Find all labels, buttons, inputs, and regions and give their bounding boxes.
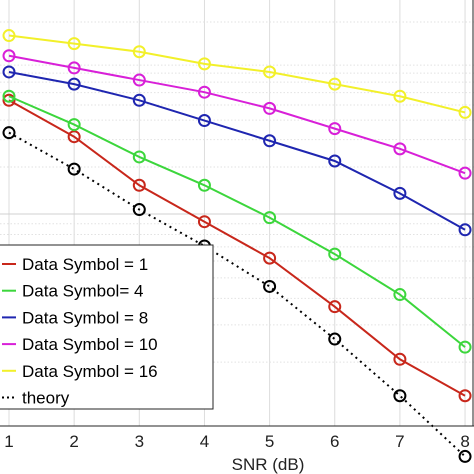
series-2 bbox=[2, 89, 472, 354]
data-point bbox=[67, 162, 81, 176]
x-tick-label: 6 bbox=[330, 432, 339, 451]
legend-entry: theory bbox=[2, 389, 70, 408]
data-point bbox=[132, 178, 146, 192]
data-point bbox=[458, 449, 472, 463]
data-point bbox=[132, 150, 146, 164]
x-tick-label: 2 bbox=[69, 432, 78, 451]
legend-entry: Data Symbol= 4 bbox=[2, 282, 143, 301]
data-point bbox=[67, 77, 81, 91]
data-point bbox=[328, 332, 342, 346]
data-point bbox=[263, 134, 277, 148]
data-point bbox=[197, 215, 211, 229]
legend-box bbox=[0, 244, 214, 410]
series-line bbox=[8, 95, 466, 348]
data-point bbox=[197, 114, 211, 128]
data-point bbox=[263, 211, 277, 225]
data-point bbox=[197, 85, 211, 99]
data-point bbox=[458, 389, 472, 403]
data-point bbox=[67, 130, 81, 144]
data-point bbox=[458, 166, 472, 180]
series-line bbox=[8, 99, 466, 397]
data-point bbox=[328, 122, 342, 136]
legend-label: Data Symbol = 10 bbox=[22, 335, 158, 354]
legend-entry: Data Symbol = 1 bbox=[2, 255, 148, 274]
series-line bbox=[8, 54, 466, 175]
data-point bbox=[393, 389, 407, 403]
x-tick-labels: 1 2 3 4 5 6 7 8 bbox=[4, 432, 470, 451]
series-line bbox=[8, 131, 466, 458]
data-point bbox=[197, 178, 211, 192]
series-group bbox=[2, 29, 472, 463]
series-line bbox=[8, 34, 466, 114]
data-point bbox=[197, 57, 211, 71]
series-3 bbox=[2, 65, 472, 237]
data-point bbox=[67, 37, 81, 51]
data-point bbox=[328, 77, 342, 91]
data-point bbox=[132, 93, 146, 107]
data-point bbox=[458, 105, 472, 119]
series-5 bbox=[2, 29, 472, 119]
legend-label: Data Symbol = 16 bbox=[22, 362, 158, 381]
data-point bbox=[2, 29, 16, 43]
legend-entry: Data Symbol = 8 bbox=[2, 308, 148, 327]
data-point bbox=[263, 251, 277, 265]
data-point bbox=[67, 118, 81, 132]
data-point bbox=[263, 65, 277, 79]
data-point bbox=[393, 89, 407, 103]
series-4 bbox=[2, 49, 472, 180]
series-6 bbox=[2, 126, 472, 463]
data-point bbox=[458, 223, 472, 237]
data-point bbox=[328, 247, 342, 261]
data-point bbox=[132, 203, 146, 217]
axes bbox=[0, 0, 474, 427]
data-point bbox=[393, 142, 407, 156]
legend-entry: Data Symbol = 10 bbox=[2, 335, 158, 354]
data-point bbox=[132, 73, 146, 87]
legend: Data Symbol = 1 Data Symbol= 4 Data Symbol… bbox=[0, 244, 214, 410]
x-axis-label: SNR (dB) bbox=[232, 455, 305, 474]
data-point bbox=[328, 154, 342, 168]
data-point bbox=[2, 93, 16, 107]
legend-label: Data Symbol= 4 bbox=[22, 282, 143, 301]
data-point bbox=[2, 89, 16, 103]
data-point bbox=[393, 352, 407, 366]
data-point bbox=[2, 65, 16, 79]
series-1 bbox=[2, 93, 472, 403]
data-point bbox=[458, 340, 472, 354]
data-point bbox=[393, 288, 407, 302]
x-tick-label: 5 bbox=[265, 432, 274, 451]
data-point bbox=[328, 300, 342, 314]
legend-label: Data Symbol = 1 bbox=[22, 255, 148, 274]
legend-label: theory bbox=[22, 389, 70, 408]
data-point bbox=[2, 49, 16, 63]
series-line bbox=[8, 70, 466, 231]
legend-label: Data Symbol = 8 bbox=[22, 308, 148, 327]
data-point bbox=[263, 279, 277, 293]
x-tick-label: 8 bbox=[460, 432, 469, 451]
data-point bbox=[2, 126, 16, 140]
legend-entry: Data Symbol = 16 bbox=[2, 362, 158, 381]
data-point bbox=[393, 186, 407, 200]
x-tick-label: 3 bbox=[135, 432, 144, 451]
x-tick-label: 4 bbox=[200, 432, 209, 451]
data-point bbox=[67, 61, 81, 75]
data-point bbox=[263, 101, 277, 115]
x-tick-label: 7 bbox=[395, 432, 404, 451]
x-tick-label: 1 bbox=[4, 432, 13, 451]
data-point bbox=[132, 45, 146, 59]
